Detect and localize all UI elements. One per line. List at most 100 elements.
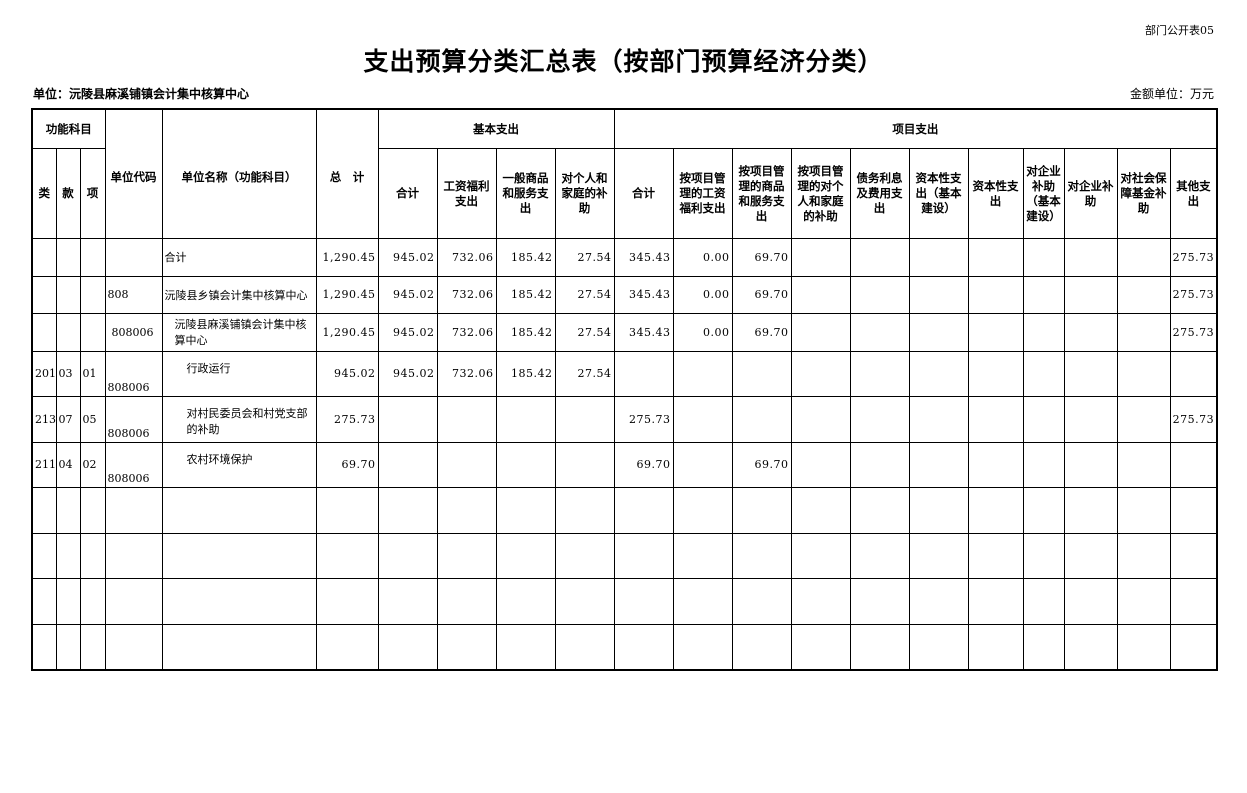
header-func-subject: 功能科目 bbox=[31, 108, 106, 149]
cell-amount bbox=[908, 313, 969, 352]
cell-amount bbox=[790, 238, 851, 277]
cell-amount bbox=[554, 578, 615, 625]
cell-amount bbox=[1022, 238, 1065, 277]
cell-amount bbox=[1063, 578, 1118, 625]
cell-amount bbox=[1063, 313, 1118, 352]
cell-amount bbox=[790, 441, 851, 488]
cell-amount bbox=[790, 532, 851, 579]
cell-amount: 1,290.45 bbox=[315, 275, 379, 314]
cell-amount bbox=[967, 396, 1024, 443]
cell-amount bbox=[1116, 350, 1171, 397]
cell-amount bbox=[1022, 275, 1065, 314]
cell-amount bbox=[790, 275, 851, 314]
cell-amount bbox=[849, 396, 910, 443]
header-project-col: 对企业补助（基本建设） bbox=[1022, 148, 1065, 239]
cell-amount bbox=[1063, 396, 1118, 443]
cell-unit-code: 808006 bbox=[104, 441, 163, 488]
cell-amount bbox=[1022, 532, 1065, 579]
cell-amount: 27.54 bbox=[554, 238, 615, 277]
cell-amount bbox=[967, 350, 1024, 397]
cell-unit-code bbox=[104, 487, 163, 534]
cell-amount bbox=[1116, 578, 1171, 625]
cell-amount bbox=[967, 487, 1024, 534]
table-row: 合计 1,290.45 945.02 732.06 185.42 27.54 345.43 0… bbox=[31, 238, 1218, 277]
cell-amount bbox=[967, 275, 1024, 314]
cell-amount: 345.43 bbox=[613, 313, 674, 352]
cell-amount bbox=[849, 441, 910, 488]
table-row: 808 沅陵县乡镇会计集中核算中心 1,290.45 945.02 732.06 185.… bbox=[31, 275, 1218, 314]
cell-amount: 1,290.45 bbox=[315, 238, 379, 277]
cell-xiang: 05 bbox=[79, 396, 106, 443]
cell-amount bbox=[908, 532, 969, 579]
cell-amount bbox=[1063, 441, 1118, 488]
header-basic-col: 合计 bbox=[377, 148, 438, 239]
cell-kuan bbox=[55, 487, 81, 534]
cell-amount bbox=[377, 532, 438, 579]
cell-xiang: 02 bbox=[79, 441, 106, 488]
cell-amount bbox=[1022, 350, 1065, 397]
cell-unit-code bbox=[104, 578, 163, 625]
cell-amount: 69.70 bbox=[731, 313, 792, 352]
cell-amount bbox=[377, 623, 438, 671]
cell-unit-code bbox=[104, 623, 163, 671]
header-project-col: 其他支出 bbox=[1169, 148, 1218, 239]
cell-amount bbox=[315, 623, 379, 671]
cell-amount bbox=[1022, 623, 1065, 671]
header-xiang: 项 bbox=[79, 148, 106, 239]
cell-kuan bbox=[55, 623, 81, 671]
cell-amount: 732.06 bbox=[436, 238, 497, 277]
cell-amount: 732.06 bbox=[436, 275, 497, 314]
cell-amount bbox=[554, 532, 615, 579]
cell-amount bbox=[495, 578, 556, 625]
cell-amount bbox=[1022, 313, 1065, 352]
cell-amount bbox=[1169, 578, 1218, 625]
cell-amount: 345.43 bbox=[613, 275, 674, 314]
header-basic-col: 对个人和家庭的补助 bbox=[554, 148, 615, 239]
cell-amount: 69.70 bbox=[613, 441, 674, 488]
cell-unit-name: 合计 bbox=[161, 238, 317, 277]
cell-unit-name bbox=[161, 487, 317, 534]
header-project-col: 资本性支出 bbox=[967, 148, 1024, 239]
table-row bbox=[31, 487, 1218, 534]
cell-amount: 69.70 bbox=[731, 238, 792, 277]
header-total: 总 计 bbox=[315, 108, 379, 239]
cell-amount: 69.70 bbox=[315, 441, 379, 488]
cell-amount bbox=[554, 623, 615, 671]
cell-unit-name bbox=[161, 532, 317, 579]
cell-unit-code: 808 bbox=[104, 275, 163, 314]
cell-unit-code: 808006 bbox=[104, 350, 163, 397]
cell-amount: 945.02 bbox=[377, 350, 438, 397]
cell-amount bbox=[967, 532, 1024, 579]
cell-amount: 945.02 bbox=[377, 238, 438, 277]
cell-amount bbox=[554, 396, 615, 443]
cell-amount bbox=[1063, 532, 1118, 579]
table-row bbox=[31, 623, 1218, 671]
cell-unit-name: 沅陵县乡镇会计集中核算中心 bbox=[161, 275, 317, 314]
cell-unit-name bbox=[161, 623, 317, 671]
cell-kuan bbox=[55, 238, 81, 277]
cell-amount: 1,290.45 bbox=[315, 313, 379, 352]
cell-kuan: 04 bbox=[55, 441, 81, 488]
cell-amount: 185.42 bbox=[495, 350, 556, 397]
cell-amount: 69.70 bbox=[731, 275, 792, 314]
cell-amount bbox=[849, 350, 910, 397]
cell-amount bbox=[436, 396, 497, 443]
cell-amount: 345.43 bbox=[613, 238, 674, 277]
header-project-col: 按项目管理的对个人和家庭的补助 bbox=[790, 148, 851, 239]
cell-lei: 211 bbox=[31, 441, 57, 488]
cell-amount bbox=[1116, 313, 1171, 352]
header-project: 项目支出 bbox=[613, 108, 1218, 149]
cell-amount bbox=[672, 578, 733, 625]
cell-amount bbox=[731, 532, 792, 579]
cell-amount bbox=[672, 623, 733, 671]
cell-amount bbox=[790, 350, 851, 397]
cell-amount bbox=[849, 275, 910, 314]
cell-lei bbox=[31, 275, 57, 314]
cell-amount bbox=[731, 487, 792, 534]
cell-amount bbox=[613, 350, 674, 397]
cell-unit-code: 808006 bbox=[104, 313, 163, 352]
cell-unit-name: 对村民委员会和村党支部的补助 bbox=[161, 396, 317, 443]
cell-amount bbox=[731, 396, 792, 443]
cell-unit-name bbox=[161, 578, 317, 625]
cell-amount bbox=[672, 396, 733, 443]
